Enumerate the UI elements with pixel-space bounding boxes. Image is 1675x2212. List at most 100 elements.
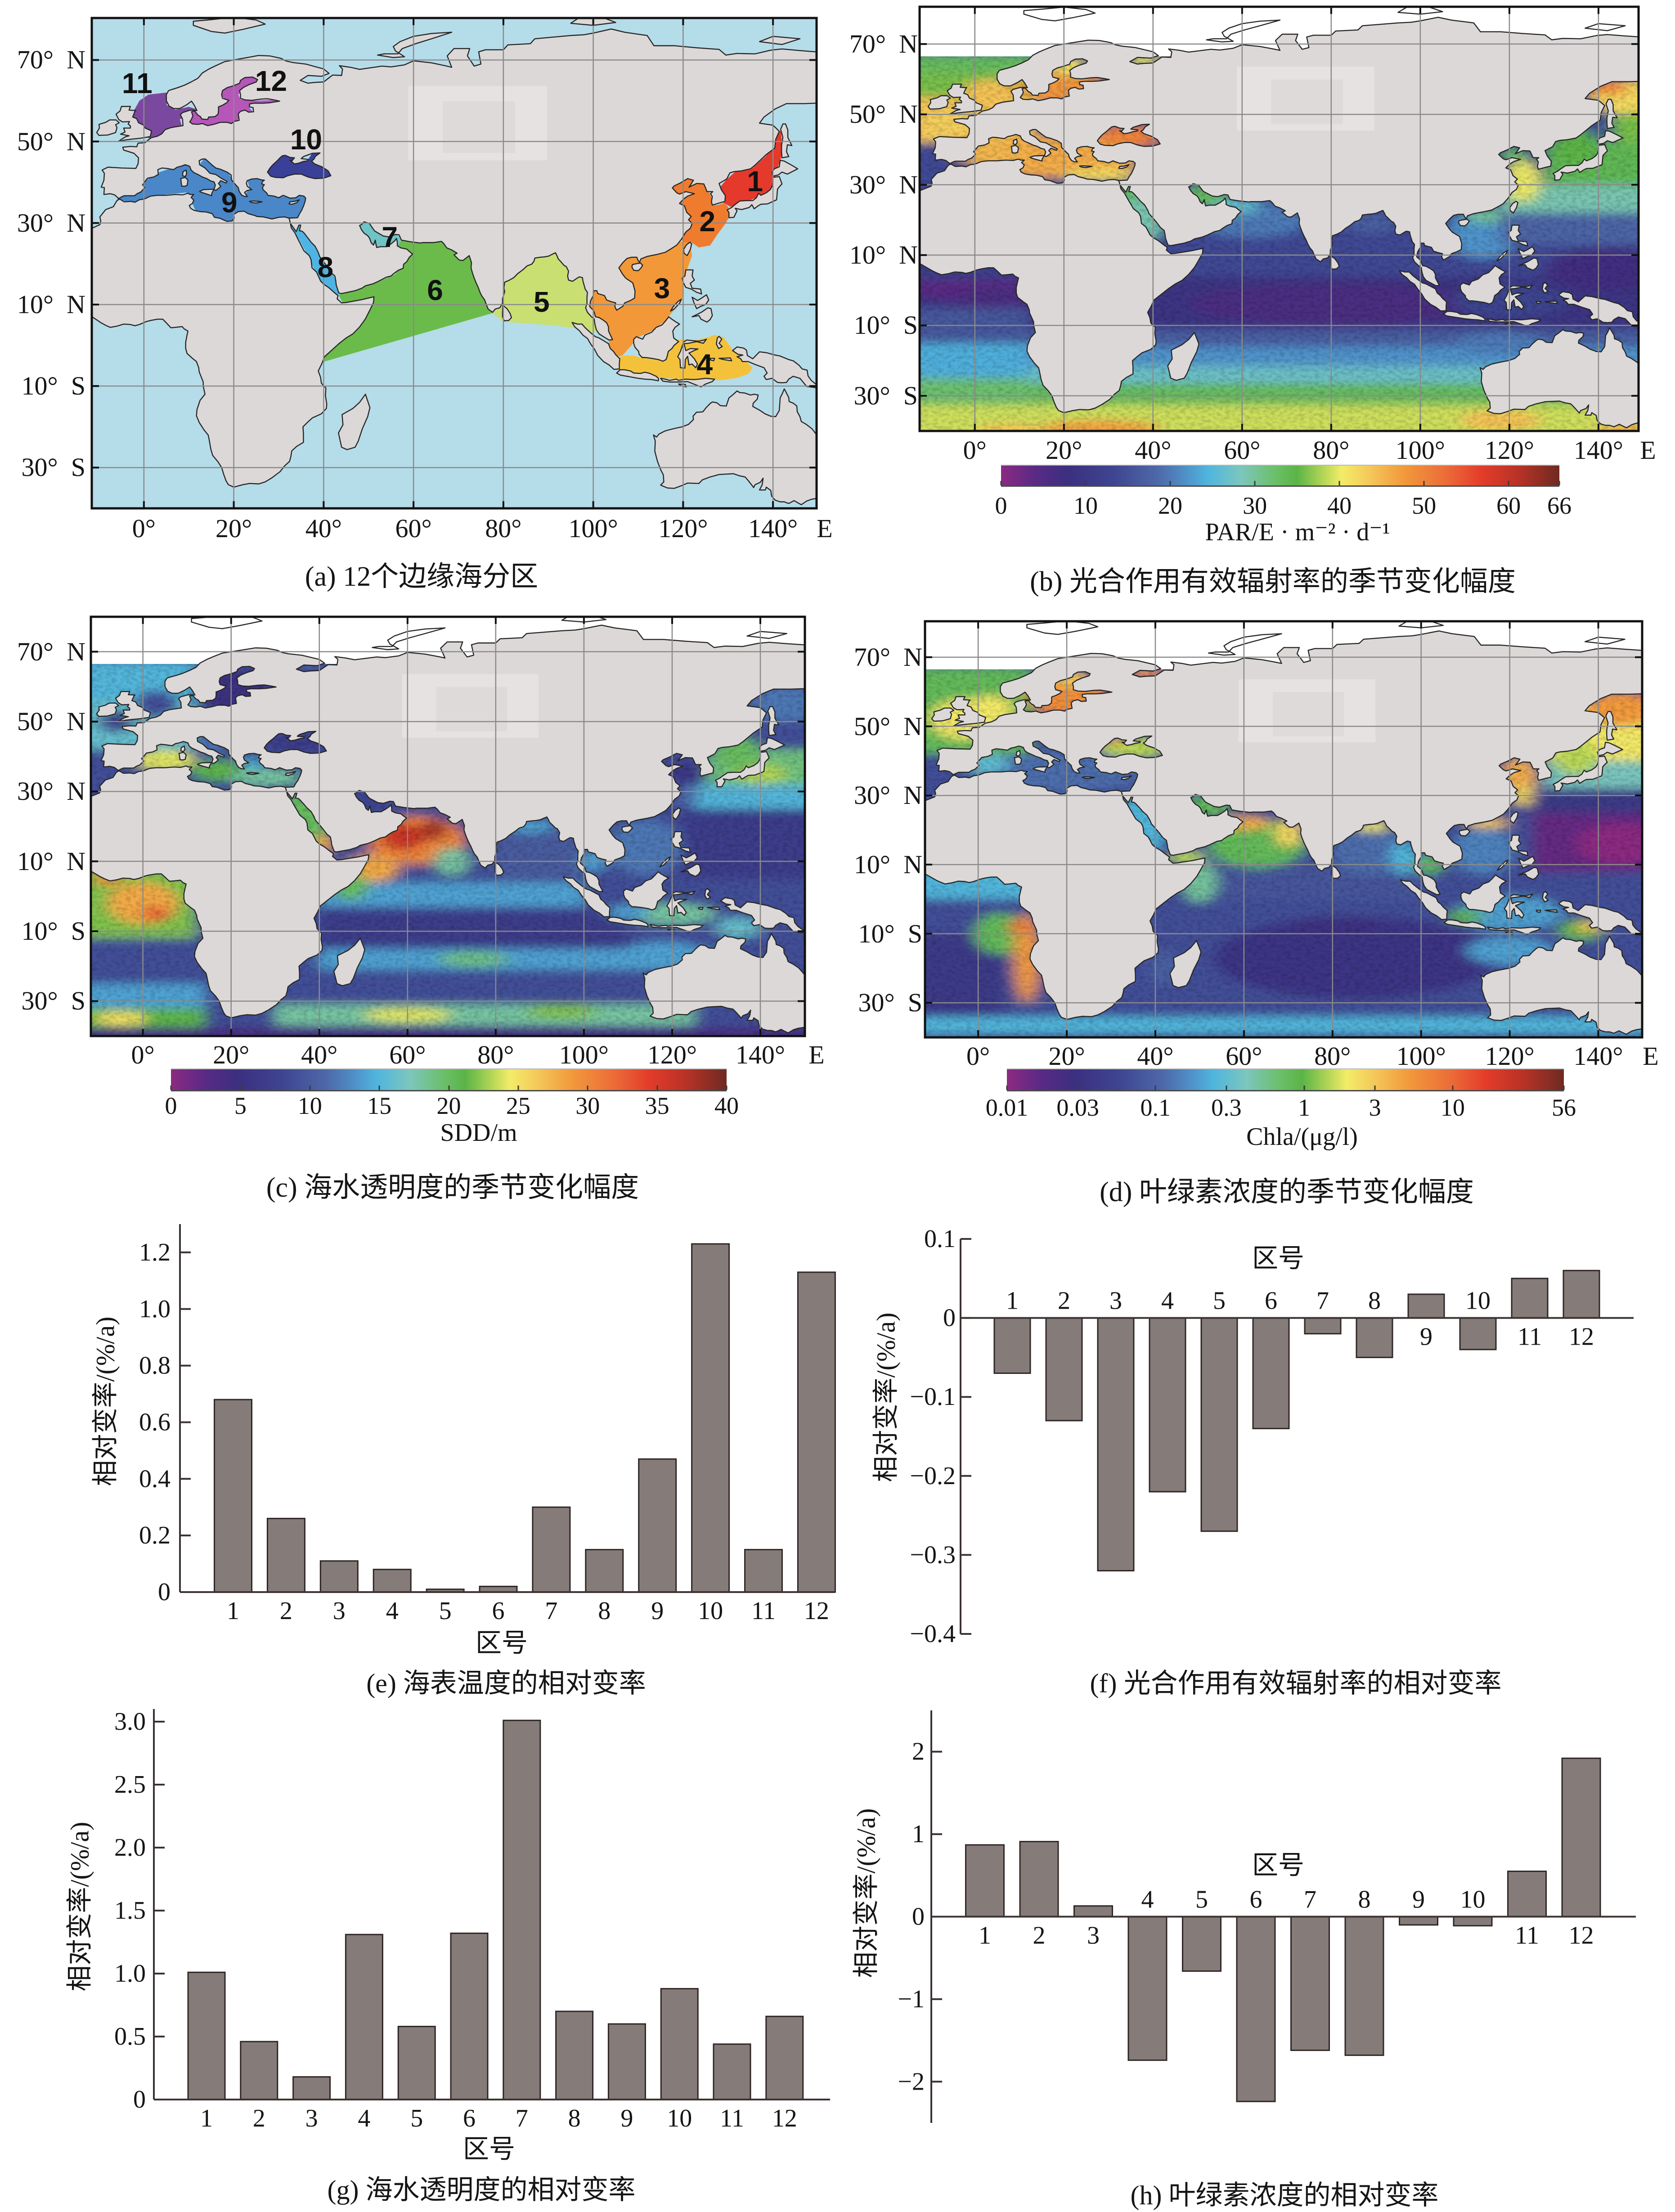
bar	[1019, 1841, 1059, 1917]
x-tick-label: 10	[698, 1597, 723, 1625]
caption-c: (c) 海水透明度的季节变化幅度	[266, 1172, 639, 1203]
bar	[555, 2010, 594, 2100]
colorbar-d-gradient	[1007, 1069, 1564, 1090]
bar	[1073, 1905, 1113, 1918]
colorbar-tick-mark	[239, 1086, 241, 1090]
land-borneo	[1460, 265, 1506, 304]
lat-label: 70° N	[853, 642, 922, 672]
map-a-content	[92, 18, 817, 508]
land-ireland	[928, 96, 951, 109]
land-luzon	[682, 270, 701, 294]
map-c-content	[91, 617, 805, 1036]
land-eurasia	[101, 29, 817, 340]
x-tick-label: 11	[720, 2104, 744, 2132]
bar	[660, 1988, 699, 2100]
y-tick-label: 0	[158, 1578, 171, 1606]
x-tick-label: 2	[1058, 1287, 1070, 1315]
land-java	[617, 370, 659, 381]
land-corsica	[181, 746, 185, 751]
region-5-label: 5	[533, 285, 550, 318]
x-tick-label: 4	[386, 1597, 399, 1625]
land-severnaya-zemlya	[1398, 7, 1442, 14]
bar	[1344, 1916, 1384, 2056]
land-madagascar	[338, 394, 370, 449]
chart-caption: (e) 海表温度的相对变率	[366, 1669, 646, 1698]
chart-e-sst-relative-rate: 00.20.40.60.81.01.21 2 3 4 5 6 7 8 9 10 11 12区号相对变率…	[91, 1224, 836, 1698]
land-seram	[1545, 301, 1558, 303]
colorbar-tick-label: 10	[1440, 1094, 1465, 1121]
lon-label: 100°	[559, 1040, 609, 1069]
land-borneo	[624, 872, 669, 910]
lat-label: 10° S	[21, 916, 85, 946]
y-tick-label: 0.5	[114, 2023, 146, 2050]
land-australia	[653, 389, 817, 505]
colorbar-tick-label: 10	[297, 1092, 322, 1119]
bar	[1149, 1317, 1186, 1493]
land-buru	[1536, 301, 1540, 304]
y-axis-title: 相对变率/(%/a)	[65, 1822, 94, 1992]
land-africa	[91, 766, 368, 1018]
land-taiwan	[1510, 201, 1518, 213]
lat-label: 10° S	[858, 919, 922, 948]
caption-a: (a) 12个边缘海分区	[305, 561, 539, 592]
lat-label: 70° N	[17, 45, 85, 75]
land-hokkaido	[759, 738, 785, 751]
lon-label: 40°	[1137, 1041, 1174, 1071]
land	[92, 18, 817, 505]
bar	[1459, 1317, 1497, 1351]
region-9-label: 9	[221, 186, 238, 219]
lat-label: 10° N	[853, 849, 922, 879]
colorbar-tick-label: 15	[367, 1092, 392, 1119]
land-java	[1443, 311, 1485, 321]
lat-label: 30° N	[849, 170, 918, 199]
land-new-siberian-islands	[1585, 24, 1625, 31]
lat-label: 10° N	[849, 240, 918, 270]
colorbar-tick-mark	[1558, 481, 1560, 485]
lon-label: 120°	[647, 1040, 697, 1069]
land-borneo	[634, 317, 680, 361]
x-tick-label: 6	[1265, 1287, 1277, 1315]
x-tick-label: 7	[1304, 1886, 1316, 1914]
land-seram	[707, 907, 719, 909]
colorbar-tick-mark	[1338, 481, 1340, 485]
lat-label: 30° N	[853, 781, 922, 810]
bar	[638, 1458, 677, 1593]
x-axis-title: 区号	[463, 2135, 515, 2164]
y-tick-label: −0.3	[910, 1541, 956, 1569]
x-tick-label: 8	[568, 2104, 581, 2132]
x-axis-title: 区号	[476, 1629, 528, 1658]
bar	[214, 1399, 252, 1593]
bar	[797, 1271, 836, 1593]
region-11-label: 11	[122, 67, 153, 99]
x-tick-label: 9	[651, 1597, 664, 1625]
bar	[1561, 1757, 1601, 1918]
land-great-britain	[947, 84, 982, 114]
land-ireland	[932, 708, 954, 721]
y-tick-label: 0.6	[139, 1408, 171, 1436]
bar	[1511, 1278, 1549, 1319]
bar	[1097, 1317, 1135, 1572]
y-tick-label: 1.5	[114, 1897, 146, 1925]
land-new-siberian-islands	[759, 36, 800, 45]
chart-g-sdd-relative-rate: 00.51.01.52.02.53.01 2 3 4 5 6 7 8 9 10 11 12区号相对变率…	[65, 1708, 830, 2205]
lon-label: 60°	[389, 1040, 426, 1069]
colorbar-tick-label: 30	[575, 1092, 600, 1119]
y-tick-label: 2	[912, 1738, 925, 1766]
colorbar-tick-mark	[656, 1086, 658, 1090]
x-tick-label: 11	[751, 1597, 776, 1625]
bar	[373, 1569, 412, 1593]
land-sardinia	[1011, 145, 1019, 153]
lon-label: 140°	[735, 1040, 786, 1069]
lon-label: 120°	[658, 514, 708, 543]
region-4-label: 4	[696, 348, 713, 381]
land-new-guinea	[721, 897, 805, 934]
y-axis-title: 相对变率/(%/a)	[91, 1317, 120, 1486]
lat-label: 70° N	[849, 29, 918, 58]
map-d-plot	[925, 621, 1642, 1037]
land-crete	[247, 772, 259, 774]
lon-label: 100°	[1395, 435, 1445, 465]
land-great-britain	[116, 107, 152, 142]
x-tick-label: 4	[358, 2104, 370, 2132]
colorbar-tick-label: 0.3	[1211, 1094, 1242, 1121]
y-tick-label: −0.2	[910, 1462, 956, 1490]
